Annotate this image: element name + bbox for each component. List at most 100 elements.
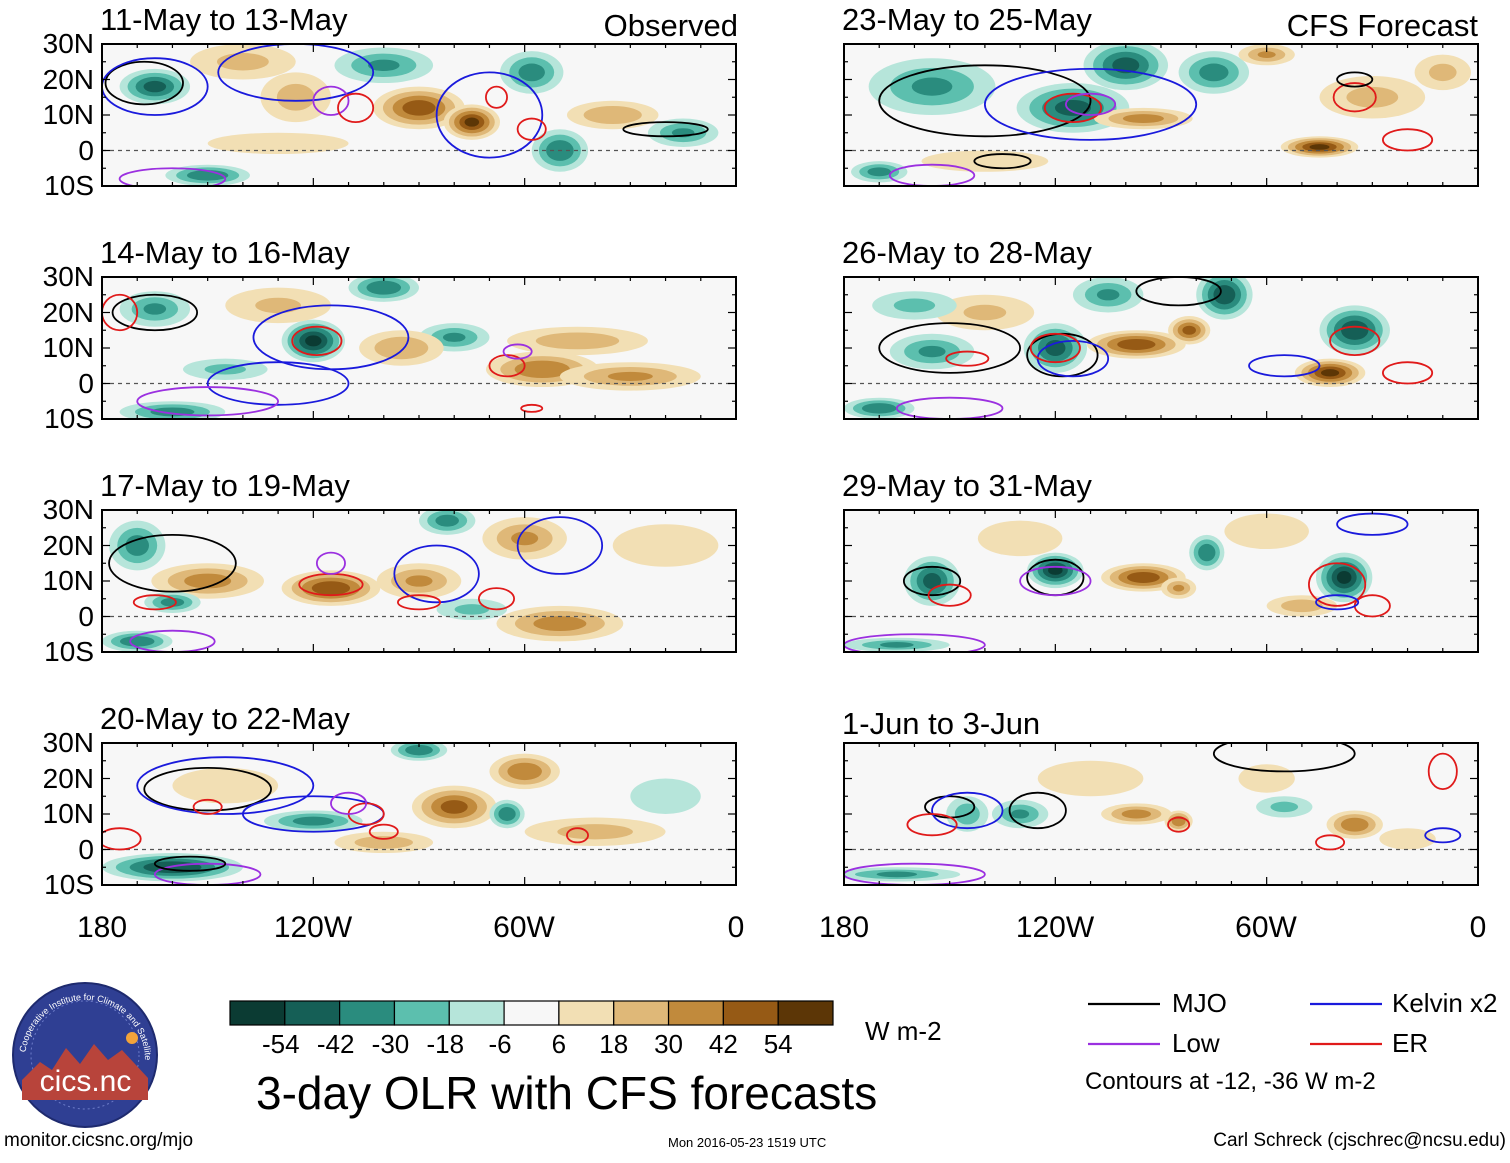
anomaly-blob bbox=[889, 333, 975, 370]
panel-fc4 bbox=[843, 742, 1479, 886]
lat-tick-label: 10N bbox=[42, 99, 94, 130]
contour-er bbox=[1308, 562, 1367, 607]
axis-ticks bbox=[101, 276, 737, 420]
anomaly-blob bbox=[1101, 803, 1172, 825]
contour-kelvin-x2 bbox=[217, 44, 375, 102]
figure-title: 3-day OLR with CFS forecasts bbox=[256, 1067, 878, 1119]
colorbar-swatch bbox=[558, 1000, 615, 1026]
lon-tick-60w-left: 60W bbox=[493, 911, 555, 944]
panel-title-fc4: 1-Jun to 3-Jun bbox=[842, 706, 1041, 741]
contour-er bbox=[1382, 128, 1434, 152]
anomaly-blob bbox=[559, 362, 701, 391]
contour-mjo bbox=[153, 855, 227, 872]
colorbar-tick-label: -6 bbox=[488, 1029, 512, 1059]
contour-mjo bbox=[1008, 791, 1067, 830]
anomaly-blob bbox=[1027, 552, 1084, 589]
colorbar-swatch bbox=[722, 1000, 779, 1026]
contour-kelvin-x2 bbox=[393, 544, 480, 604]
anomaly-blob bbox=[977, 520, 1063, 557]
colorbar-swatch bbox=[503, 1000, 560, 1026]
anomaly-blob bbox=[1379, 828, 1436, 850]
anomaly-blob bbox=[172, 767, 279, 804]
anomaly-blob bbox=[1087, 330, 1186, 359]
anomaly-blob bbox=[376, 563, 462, 599]
colorbar-tick-label: 30 bbox=[654, 1029, 683, 1059]
contour-er bbox=[927, 583, 972, 607]
anomaly-blob bbox=[1266, 595, 1338, 617]
anomaly-blob bbox=[991, 799, 1049, 829]
anomaly-blob bbox=[482, 517, 567, 560]
contour-kelvin-x2 bbox=[1315, 594, 1360, 611]
anomaly-blob bbox=[1319, 75, 1426, 119]
contour-er bbox=[520, 403, 544, 413]
lat-tick-label: 10S bbox=[44, 403, 94, 434]
lat-tick-label: 10S bbox=[44, 869, 94, 900]
contour-mjo bbox=[878, 322, 1022, 374]
contour-low bbox=[1065, 92, 1117, 116]
colorbar-tick-label: -18 bbox=[426, 1029, 465, 1059]
anomaly-blob bbox=[921, 150, 1049, 172]
lon-tick-0-right: 0 bbox=[1469, 911, 1487, 944]
lat-tick-label: 20N bbox=[42, 63, 94, 95]
panel-title-fc1: 23-May to 25-May bbox=[842, 2, 1092, 37]
anomaly-blob bbox=[1224, 513, 1309, 550]
panel-title-fc2: 26-May to 28-May bbox=[842, 235, 1092, 270]
lat-tick-label: 30N bbox=[42, 494, 94, 525]
anomaly-blob bbox=[524, 817, 666, 846]
lon-tick-180-right: 180 bbox=[818, 911, 870, 944]
panel-title-obs2: 14-May to 16-May bbox=[100, 235, 350, 270]
colorbar-swatch bbox=[339, 1000, 396, 1026]
anomaly-blob bbox=[359, 330, 444, 366]
panel-title-obs1: 11-May to 13-May bbox=[100, 2, 348, 37]
lat-tick-label: 10S bbox=[44, 636, 94, 667]
contour-kelvin-x2 bbox=[102, 57, 209, 116]
contour-mjo bbox=[104, 60, 184, 106]
contour-er bbox=[1332, 82, 1377, 113]
contour-er bbox=[337, 92, 375, 124]
cfs-forecast-label: CFS Forecast bbox=[1286, 8, 1478, 43]
contour-low bbox=[844, 633, 986, 652]
anomaly-blob bbox=[1094, 107, 1193, 130]
panel-fc3 bbox=[843, 509, 1479, 653]
colorbar-tick-label: -30 bbox=[371, 1029, 410, 1059]
contour-low bbox=[315, 551, 346, 575]
anomaly-blob bbox=[500, 51, 564, 94]
lat-tick-label: 30N bbox=[42, 261, 94, 292]
legend-label-low: Low bbox=[1172, 1028, 1220, 1058]
contour-er bbox=[368, 823, 399, 840]
panel-obs1 bbox=[101, 43, 737, 187]
anomaly-blob bbox=[851, 161, 908, 183]
axis-ticks bbox=[101, 43, 737, 187]
anomaly-blob bbox=[419, 510, 476, 535]
contour-er bbox=[906, 813, 958, 837]
lat-tick-label: 20N bbox=[42, 762, 94, 794]
anomaly-blob bbox=[612, 524, 719, 567]
colorbar-tick-label: -42 bbox=[316, 1029, 355, 1059]
observed-label: Observed bbox=[603, 8, 738, 43]
axis-ticks bbox=[843, 742, 1479, 886]
legend-label-kelvin: Kelvin x2 bbox=[1392, 988, 1498, 1018]
anomaly-blob bbox=[348, 277, 419, 302]
contour-mjo bbox=[1135, 277, 1222, 307]
lon-tick-60w-right: 60W bbox=[1235, 911, 1297, 944]
colorbar-swatch bbox=[613, 1000, 670, 1026]
anomaly-blob bbox=[151, 563, 265, 599]
anomaly-blob bbox=[1238, 44, 1295, 66]
lon-tick-0-left: 0 bbox=[727, 911, 745, 944]
lon-tick-180-left: 180 bbox=[76, 911, 128, 944]
contour-kelvin-x2 bbox=[206, 361, 350, 406]
anomaly-blob bbox=[281, 319, 346, 363]
anomaly-blob bbox=[334, 831, 434, 854]
source-url[interactable]: monitor.cicsnc.org/mjo bbox=[4, 1130, 194, 1151]
colorbar-swatch bbox=[229, 1000, 286, 1026]
anomaly-blob bbox=[411, 785, 497, 829]
contour-kelvin-x2 bbox=[435, 71, 544, 159]
contour-low bbox=[330, 791, 368, 815]
lat-tick-label: 20N bbox=[42, 529, 94, 561]
anomaly-blob bbox=[436, 598, 508, 621]
lat-tick-label: 10N bbox=[42, 565, 94, 596]
anomaly-blob bbox=[868, 58, 996, 115]
anomaly-blob bbox=[119, 68, 191, 105]
